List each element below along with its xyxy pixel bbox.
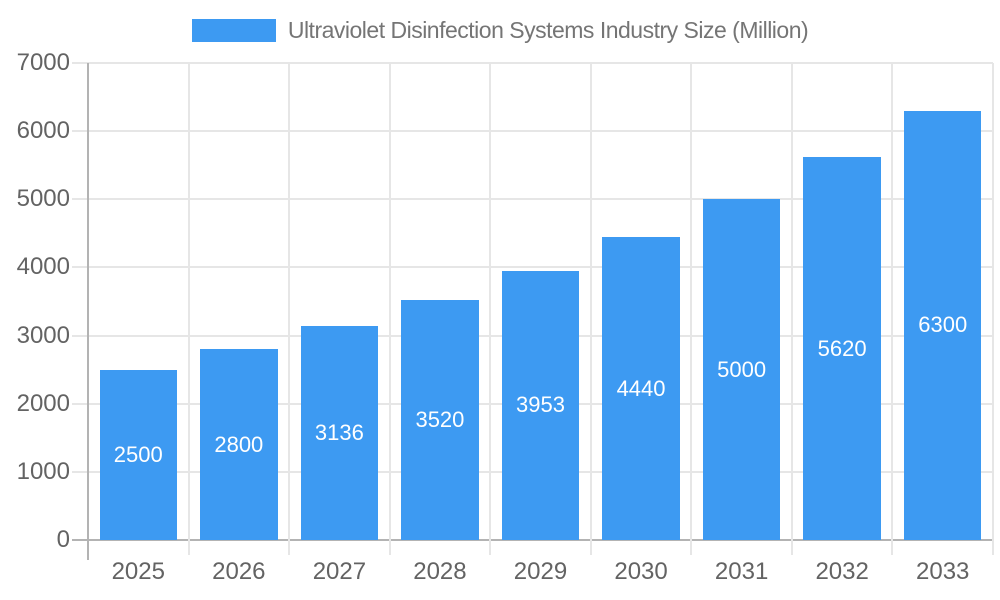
gridline-vertical: [288, 63, 291, 555]
bar-value-label: 6300: [918, 312, 968, 338]
bar-value-label: 5000: [717, 356, 767, 382]
x-axis-tick-label: 2028: [413, 558, 467, 585]
gridline-vertical: [891, 63, 894, 555]
gridline-vertical: [187, 63, 190, 555]
bar-value-label: 5620: [817, 335, 867, 361]
gridline-horizontal: [72, 130, 993, 133]
bar-2027[interactable]: 3136: [300, 326, 379, 540]
gridline-horizontal: [72, 198, 993, 201]
bar-2026[interactable]: 2800: [200, 349, 278, 540]
x-axis-tick-label: 2030: [614, 558, 668, 585]
bar-2032[interactable]: 5620: [803, 157, 881, 540]
bar-value-label: 3136: [314, 420, 364, 446]
gridline-vertical: [388, 63, 391, 555]
y-axis-tick-label: 7000: [16, 49, 70, 76]
y-axis-tick-label: 3000: [16, 321, 70, 349]
legend-swatch: [191, 19, 276, 43]
x-axis-tick-label: 2033: [916, 558, 970, 585]
x-axis-baseline: [72, 539, 993, 541]
y-axis-tick-label: 0: [56, 526, 70, 553]
bar-2033[interactable]: 6300: [904, 110, 982, 540]
y-axis-tick-label: 4000: [16, 253, 70, 281]
bar-2030[interactable]: 4440: [602, 237, 680, 540]
y-axis-tick-label: 2000: [16, 389, 70, 417]
gridline-horizontal: [72, 62, 993, 64]
bar-value-label: 2500: [113, 441, 163, 467]
gridline-vertical: [690, 63, 693, 555]
x-axis-tick-label: 2031: [714, 558, 769, 585]
bar-value-label: 3520: [415, 407, 465, 433]
bar-value-label: 2800: [214, 431, 264, 457]
bar-value-label: 4440: [616, 375, 666, 401]
bar-2028[interactable]: 3520: [401, 300, 479, 540]
y-axis-line: [87, 63, 89, 560]
plot-area: 0 1000 2000 3000 4000 5000 6000 7000 2500 2800 313…: [17, 51, 994, 584]
chart-legend: Ultraviolet Disinfection Systems Industr…: [0, 17, 1000, 45]
x-axis-tick-label: 2025: [111, 558, 165, 585]
gridline-vertical: [790, 63, 793, 555]
x-axis-tick-label: 2032: [815, 558, 869, 585]
chart-title: Ultraviolet Disinfection Systems Industr…: [287, 17, 809, 43]
gridline-vertical: [992, 63, 994, 555]
bar-2029[interactable]: 3953: [501, 270, 580, 540]
gridline-vertical: [589, 63, 592, 555]
x-axis-tick-label: 2029: [513, 558, 568, 585]
x-axis-tick-label: 2026: [212, 558, 266, 585]
gridline-horizontal: [72, 266, 993, 269]
y-axis-tick-label: 1000: [16, 457, 70, 485]
x-axis-tick-label: 2027: [312, 558, 367, 585]
bar-2031[interactable]: 5000: [702, 199, 781, 540]
bar-value-label: 3953: [516, 392, 565, 418]
y-axis-tick-label: 6000: [16, 117, 70, 145]
bar-2025[interactable]: 2500: [99, 369, 177, 540]
gridline-vertical: [489, 63, 492, 555]
y-axis-tick-label: 5000: [16, 185, 70, 213]
